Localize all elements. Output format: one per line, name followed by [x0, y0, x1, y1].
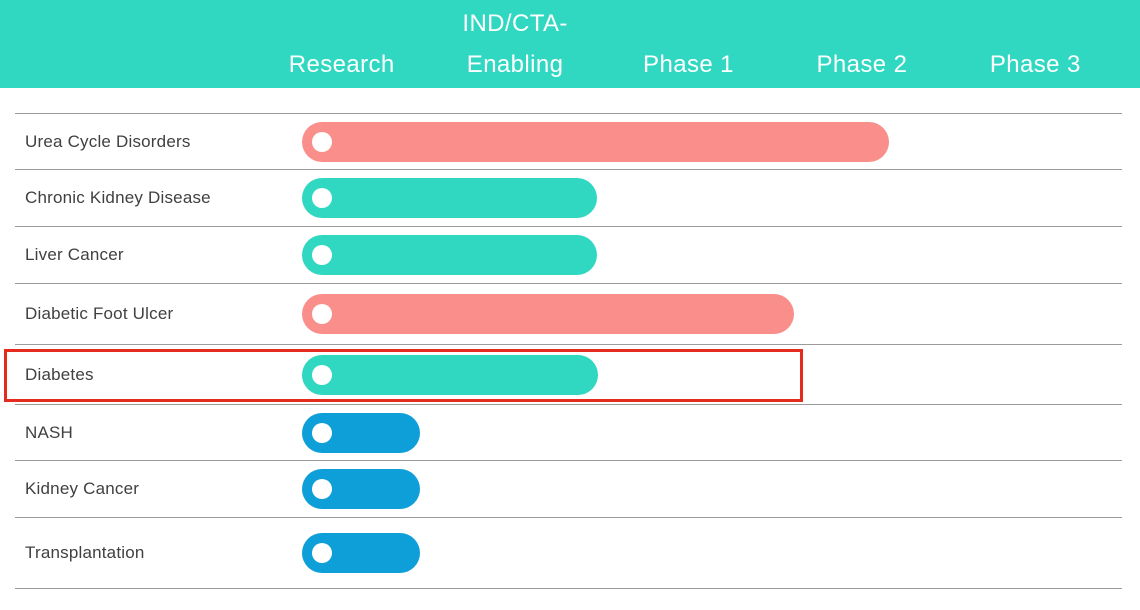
pipeline-bar: [302, 469, 420, 509]
table-bottom-border: [15, 588, 1122, 589]
highlight-box: [4, 349, 803, 402]
header-col-label: Phase 3: [989, 51, 1081, 78]
disease-row: Liver Cancer: [15, 226, 1122, 283]
row-label: Chronic Kidney Disease: [25, 188, 211, 207]
bar-start-dot-icon: [312, 479, 332, 499]
row-label: NASH: [25, 422, 74, 442]
header-col-label: Enabling: [466, 51, 564, 78]
header-col-phase-3: Phase 3: [949, 0, 1122, 88]
bar-start-dot-icon: [312, 304, 332, 324]
pipeline-bar: [302, 294, 794, 334]
disease-row: Kidney Cancer: [15, 460, 1122, 517]
header-col-phase-2: Phase 2: [775, 0, 948, 88]
disease-row: NASH: [15, 404, 1122, 460]
pipeline-bar: [302, 178, 597, 218]
disease-row: Transplantation: [15, 517, 1122, 588]
header-col-phase-1: Phase 1: [602, 0, 775, 88]
bar-start-dot-icon: [312, 131, 332, 152]
phase-header: Research IND/CTA- Enabling Phase 1 Phase…: [0, 0, 1140, 88]
pipeline-table: Urea Cycle Disorders Chronic Kidney Dise…: [15, 113, 1122, 589]
disease-row-highlighted: Diabetes: [15, 344, 1122, 404]
header-col-label: Phase 2: [816, 51, 908, 78]
pipeline-bar: [302, 235, 597, 275]
row-label: Diabetic Foot Ulcer: [25, 304, 174, 323]
header-col-label: Research: [288, 51, 395, 78]
disease-row: Urea Cycle Disorders: [15, 113, 1122, 169]
row-label: Transplantation: [25, 543, 145, 562]
phase-header-columns: Research IND/CTA- Enabling Phase 1 Phase…: [255, 0, 1122, 88]
pipeline-bar: [302, 354, 598, 395]
row-label: Diabetes: [25, 364, 94, 384]
header-col-ind-cta-enabling: IND/CTA- Enabling: [428, 0, 601, 88]
bar-start-dot-icon: [312, 364, 332, 385]
pipeline-bar: [302, 533, 420, 573]
bar-start-dot-icon: [312, 422, 332, 443]
row-label: Kidney Cancer: [25, 479, 140, 498]
bar-start-dot-icon: [312, 188, 332, 208]
header-col-top-label: IND/CTA-: [462, 10, 568, 37]
row-label: Urea Cycle Disorders: [25, 131, 191, 151]
header-col-label: Phase 1: [643, 51, 734, 78]
bar-start-dot-icon: [312, 245, 332, 265]
header-col-research: Research: [255, 0, 428, 88]
row-label: Liver Cancer: [25, 245, 124, 264]
disease-row: Diabetic Foot Ulcer: [15, 283, 1122, 344]
disease-row: Chronic Kidney Disease: [15, 169, 1122, 226]
pipeline-bar: [302, 412, 420, 453]
bar-start-dot-icon: [312, 543, 332, 563]
pipeline-bar: [302, 121, 889, 162]
